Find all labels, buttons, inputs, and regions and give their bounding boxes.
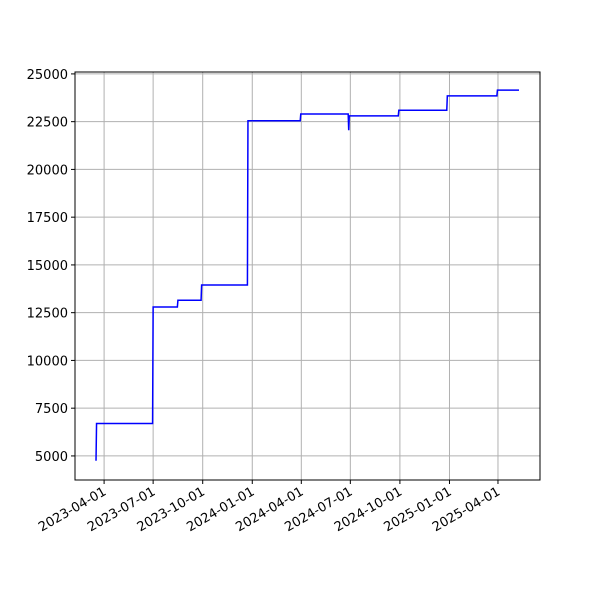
y-tick-label: 22500: [27, 116, 68, 131]
plot-frame: [74, 71, 541, 481]
y-tick-label: 20000: [27, 163, 68, 178]
y-tick-label: 10000: [27, 354, 68, 369]
y-tick-label: 12500: [27, 307, 68, 322]
y-tick-label: 5000: [35, 450, 68, 465]
y-tick-label: 7500: [35, 402, 68, 417]
y-tick-label: 25000: [27, 68, 68, 83]
y-tick-label: 17500: [27, 211, 68, 226]
y-tick-label: 15000: [27, 259, 68, 274]
data-line: [95, 89, 519, 461]
